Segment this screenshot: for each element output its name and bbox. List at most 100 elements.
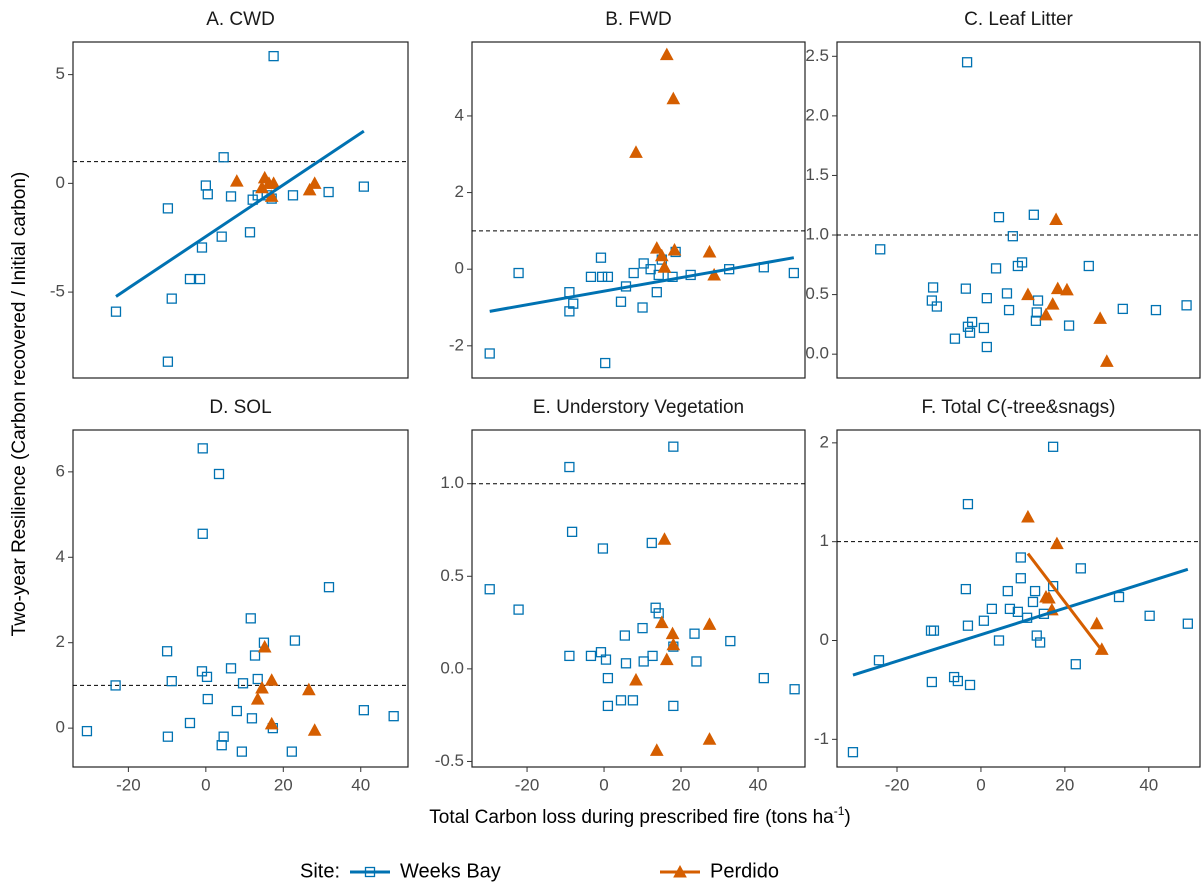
data-point	[197, 528, 208, 539]
data-point	[202, 693, 213, 705]
data-point	[1034, 637, 1046, 648]
data-point	[1083, 260, 1094, 272]
data-point	[307, 176, 322, 189]
data-point	[1113, 591, 1125, 603]
data-point	[1016, 257, 1028, 268]
data-point	[1070, 659, 1081, 670]
data-point	[1042, 590, 1056, 604]
data-point	[873, 655, 885, 666]
data-point	[1039, 307, 1053, 321]
data-point	[966, 316, 978, 328]
data-point	[657, 260, 672, 273]
data-point	[1050, 281, 1065, 295]
data-point	[927, 282, 939, 293]
data-point	[595, 252, 607, 263]
panel-title: D. SOL	[209, 397, 271, 418]
data-point	[166, 675, 177, 687]
data-point	[266, 176, 281, 189]
data-point	[931, 301, 943, 312]
y-tick-label: 2	[56, 632, 65, 651]
data-point	[702, 732, 717, 745]
data-point	[585, 650, 597, 662]
x-tick-label: 20	[274, 775, 293, 794]
data-point	[952, 675, 964, 687]
data-point	[264, 673, 279, 686]
data-point	[993, 211, 1005, 223]
panel-frame	[72, 429, 409, 768]
data-point	[615, 695, 627, 706]
x-tick-label: 40	[351, 775, 370, 794]
data-point	[1047, 580, 1059, 592]
y-tick-label: 4	[56, 547, 65, 566]
data-point	[194, 273, 206, 285]
y-tick-label: 1	[820, 531, 829, 550]
data-point	[216, 231, 227, 242]
data-point	[1030, 315, 1042, 326]
y-tick-label: 0.0	[440, 658, 464, 677]
data-point	[184, 717, 196, 729]
data-point	[657, 532, 672, 545]
data-point	[388, 711, 399, 722]
data-point	[654, 248, 669, 262]
y-tick-label: -5	[50, 282, 65, 301]
data-point	[358, 705, 369, 716]
y-tick-label: -0.5	[435, 751, 464, 770]
data-point	[638, 258, 649, 269]
fit-line	[115, 129, 365, 298]
data-point	[667, 242, 682, 256]
data-point	[161, 646, 173, 657]
x-tick-label: 0	[599, 775, 608, 794]
data-point	[702, 617, 717, 630]
data-point	[287, 190, 299, 201]
data-point	[289, 635, 301, 646]
data-point	[986, 603, 998, 615]
data-point	[645, 264, 656, 275]
data-point	[323, 186, 334, 198]
data-point	[1029, 585, 1041, 597]
data-point	[200, 180, 211, 191]
data-point	[245, 613, 256, 624]
data-point	[162, 356, 174, 367]
legend-key-marker	[673, 864, 687, 878]
y-tick-label: -2	[449, 335, 464, 354]
data-point	[659, 47, 674, 61]
data-point	[268, 50, 279, 62]
data-point	[1031, 307, 1042, 318]
y-tick-label: 0.5	[805, 284, 829, 303]
y-tick-label: 5	[56, 64, 65, 83]
data-point	[1150, 304, 1162, 316]
data-point	[600, 654, 612, 665]
data-point	[668, 441, 679, 452]
data-point	[564, 306, 575, 317]
data-point	[1049, 212, 1063, 226]
y-tick-label: 4	[455, 105, 464, 124]
y-tick-label: 2	[820, 432, 829, 451]
x-tick-label: -20	[116, 775, 141, 794]
fit-line	[852, 567, 1189, 677]
x-tick-label: 0	[201, 775, 210, 794]
data-point	[213, 468, 225, 480]
x-tick-label: 20	[1055, 775, 1074, 794]
data-point	[649, 241, 664, 254]
data-point	[651, 287, 662, 298]
data-point	[758, 672, 769, 684]
data-point	[246, 713, 258, 724]
data-point	[691, 656, 702, 667]
data-point	[255, 680, 269, 694]
data-point	[627, 695, 639, 706]
data-point	[1182, 618, 1193, 629]
data-point	[1031, 630, 1042, 641]
panel-frame	[471, 41, 806, 379]
data-point	[689, 628, 700, 639]
data-point	[1007, 231, 1018, 242]
data-point	[1001, 288, 1013, 299]
data-point	[964, 679, 976, 691]
data-point	[302, 682, 316, 696]
legend-label: Perdido	[710, 860, 779, 882]
data-point	[184, 273, 196, 285]
data-point	[166, 293, 177, 304]
data-point	[962, 498, 974, 510]
y-tick-label: 0	[56, 173, 65, 192]
data-point	[513, 267, 524, 279]
data-point	[961, 57, 973, 68]
